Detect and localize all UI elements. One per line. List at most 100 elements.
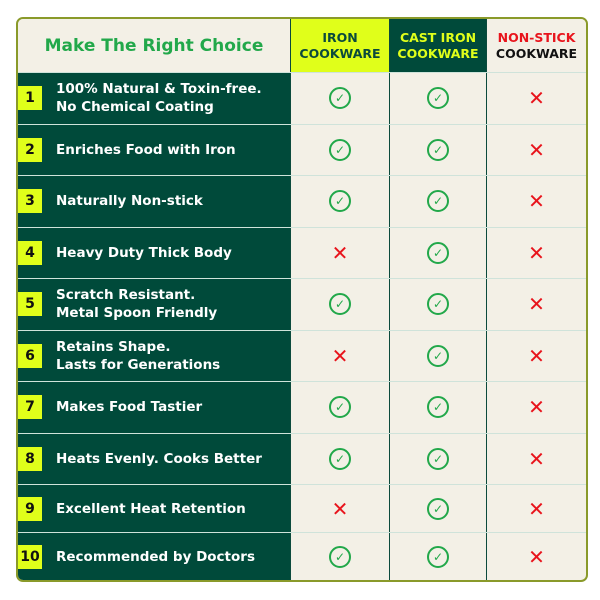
column-header-non-stick: NON-STICK COOKWARE — [486, 19, 586, 72]
value-cell: ✓ — [389, 485, 486, 532]
check-circle-icon: ✓ — [427, 87, 449, 110]
cross-icon: ✕ — [331, 496, 349, 521]
value-cell: ✕ — [486, 227, 586, 278]
check-circle-icon: ✓ — [329, 545, 351, 568]
value-cell: ✓ — [290, 124, 389, 175]
check-circle-icon: ✓ — [427, 497, 449, 520]
feature-cell: 5 Scratch Resistant. Metal Spoon Friendl… — [18, 279, 290, 330]
check-circle-icon: ✓ — [329, 293, 351, 316]
feature-cell: 8 Heats Evenly. Cooks Better — [18, 433, 290, 484]
feature-label: Heavy Duty Thick Body — [56, 244, 232, 261]
table-title: Make The Right Choice — [18, 19, 290, 72]
row-number: 6 — [18, 343, 42, 368]
feature-cell: 1 100% Natural & Toxin-free. No Chemical… — [18, 73, 290, 124]
check-circle-icon: ✓ — [329, 447, 351, 470]
table-row: 5 Scratch Resistant. Metal Spoon Friendl… — [18, 278, 586, 330]
feature-label: Naturally Non-stick — [56, 193, 203, 210]
table-row: 6 Retains Shape. Lasts for Generations ✕ ✓… — [18, 329, 586, 381]
feature-cell: 2 Enriches Food with Iron — [18, 124, 290, 175]
value-cell: ✕ — [290, 227, 389, 278]
value-cell: ✓ — [290, 73, 389, 124]
row-number: 4 — [18, 240, 42, 265]
value-cell: ✓ — [389, 124, 486, 175]
value-cell: ✓ — [389, 227, 486, 278]
table-row: 7 Makes Food Tastier ✓ ✓ ✕ — [18, 381, 586, 433]
check-circle-icon: ✓ — [329, 138, 351, 161]
cross-icon: ✕ — [331, 343, 349, 368]
value-cell: ✓ — [389, 176, 486, 227]
row-number: 1 — [18, 86, 42, 111]
value-cell: ✓ — [389, 279, 486, 330]
row-number: 3 — [18, 189, 42, 214]
column-header-iron: IRON COOKWARE — [290, 19, 389, 72]
column-header-line: COOKWARE — [299, 45, 381, 61]
value-cell: ✕ — [290, 330, 389, 381]
column-header-cast-iron: CAST IRON COOKWARE — [389, 19, 486, 72]
cross-icon: ✕ — [528, 86, 545, 111]
cross-icon: ✕ — [528, 446, 545, 471]
table-row: 4 Heavy Duty Thick Body ✕ ✓ ✕ — [18, 226, 586, 278]
row-number: 2 — [18, 137, 42, 162]
value-cell: ✕ — [486, 533, 586, 580]
value-cell: ✕ — [486, 382, 586, 433]
check-circle-icon: ✓ — [427, 190, 449, 213]
value-cell: ✓ — [389, 433, 486, 484]
value-cell: ✓ — [290, 533, 389, 580]
feature-cell: 7 Makes Food Tastier — [18, 382, 290, 433]
column-header-line: COOKWARE — [397, 45, 479, 61]
column-header-line: CAST IRON — [399, 29, 477, 45]
value-cell: ✓ — [389, 330, 486, 381]
cross-icon: ✕ — [528, 137, 545, 162]
table-row: 9 Excellent Heat Retention ✕ ✓ ✕ — [18, 484, 586, 532]
header-row: Make The Right Choice IRON COOKWARE CAST… — [18, 19, 586, 72]
cross-icon: ✕ — [528, 343, 545, 368]
table-row: 2 Enriches Food with Iron ✓ ✓ ✕ — [18, 123, 586, 175]
value-cell: ✕ — [290, 485, 389, 532]
cross-icon: ✕ — [331, 240, 349, 265]
check-circle-icon: ✓ — [427, 447, 449, 470]
feature-label: Heats Evenly. Cooks Better — [56, 450, 262, 467]
row-number: 10 — [18, 544, 42, 569]
comparison-table: Make The Right Choice IRON COOKWARE CAST… — [16, 17, 588, 582]
column-header-line: IRON — [322, 29, 358, 45]
row-number: 9 — [18, 496, 42, 521]
cross-icon: ✕ — [528, 189, 545, 214]
feature-label: Recommended by Doctors — [56, 548, 255, 565]
value-cell: ✕ — [486, 124, 586, 175]
feature-cell: 9 Excellent Heat Retention — [18, 485, 290, 532]
value-cell: ✓ — [290, 176, 389, 227]
row-number: 8 — [18, 446, 42, 471]
feature-cell: 3 Naturally Non-stick — [18, 176, 290, 227]
value-cell: ✕ — [486, 73, 586, 124]
check-circle-icon: ✓ — [329, 87, 351, 110]
column-header-line: COOKWARE — [495, 45, 578, 61]
column-header-line: NON-STICK — [497, 29, 576, 45]
table-row: 10 Recommended by Doctors ✓ ✓ ✕ — [18, 532, 586, 580]
value-cell: ✕ — [486, 279, 586, 330]
value-cell: ✓ — [290, 382, 389, 433]
check-circle-icon: ✓ — [329, 190, 351, 213]
check-circle-icon: ✓ — [329, 396, 351, 419]
row-number: 5 — [18, 292, 42, 317]
value-cell: ✓ — [290, 279, 389, 330]
feature-label: Scratch Resistant. Metal Spoon Friendly — [56, 287, 218, 322]
check-circle-icon: ✓ — [427, 396, 449, 419]
value-cell: ✓ — [389, 533, 486, 580]
feature-label: 100% Natural & Toxin-free. No Chemical C… — [56, 81, 262, 116]
value-cell: ✓ — [389, 382, 486, 433]
check-circle-icon: ✓ — [427, 293, 449, 316]
cross-icon: ✕ — [528, 544, 545, 569]
feature-label: Excellent Heat Retention — [56, 500, 246, 517]
table-row: 1 100% Natural & Toxin-free. No Chemical… — [18, 72, 586, 124]
table-body: 1 100% Natural & Toxin-free. No Chemical… — [18, 72, 586, 580]
row-number: 7 — [18, 395, 42, 420]
table-row: 8 Heats Evenly. Cooks Better ✓ ✓ ✕ — [18, 432, 586, 484]
value-cell: ✕ — [486, 176, 586, 227]
feature-cell: 6 Retains Shape. Lasts for Generations — [18, 330, 290, 381]
value-cell: ✓ — [389, 73, 486, 124]
check-circle-icon: ✓ — [427, 545, 449, 568]
cross-icon: ✕ — [528, 496, 545, 521]
cross-icon: ✕ — [528, 292, 545, 317]
feature-label: Retains Shape. Lasts for Generations — [56, 338, 221, 373]
feature-label: Makes Food Tastier — [56, 399, 203, 416]
